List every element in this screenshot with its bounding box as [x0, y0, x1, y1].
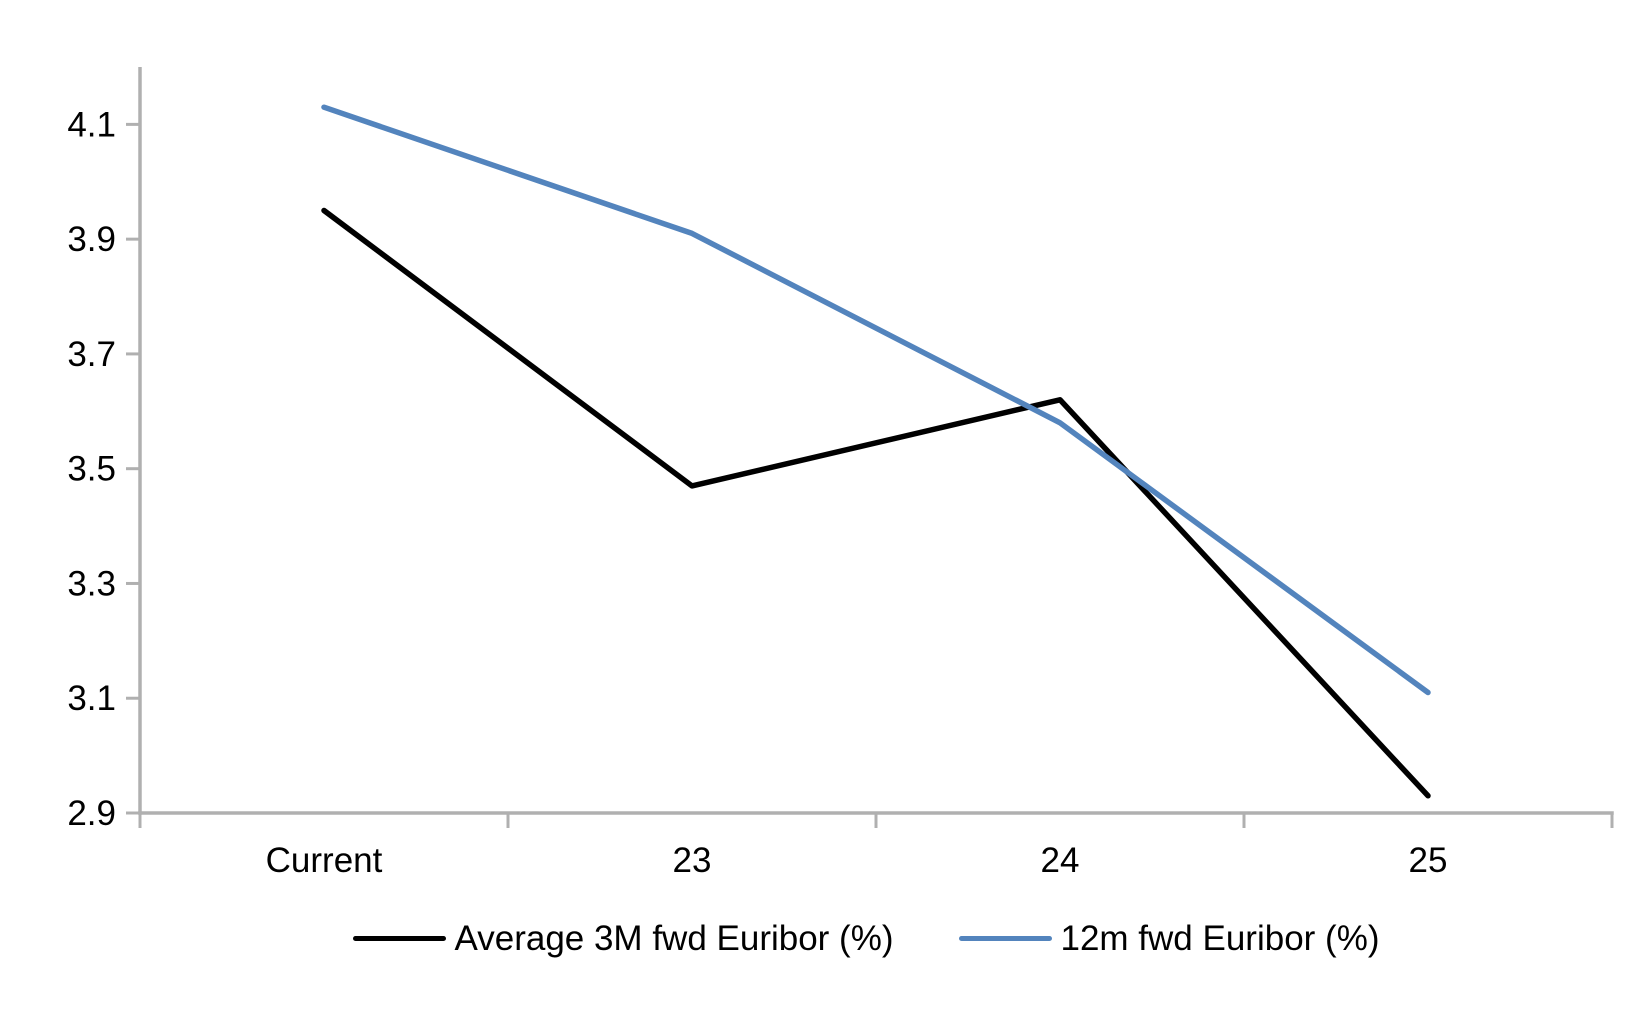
chart-legend: Average 3M fwd Euribor (%) 12m fwd Eurib… [40, 913, 1652, 963]
y-tick-label: 4.1 [67, 105, 116, 144]
y-tick-label: 3.9 [67, 220, 116, 259]
x-tick-label: 24 [1041, 841, 1080, 880]
legend-label-12m: 12m fwd Euribor (%) [1060, 918, 1380, 958]
series-line-0 [321, 207, 1431, 799]
y-tick-label: 3.5 [67, 450, 116, 489]
x-tick-label: Current [266, 841, 383, 880]
chart-canvas: 2.9 3.1 3.3 3.5 3.7 3.9 4.1 Current 23 24 25 [67, 67, 1614, 880]
y-tick-label: 3.3 [67, 564, 116, 603]
legend-item-avg-3m-fwd-euribor: Average 3M fwd Euribor (%) [352, 918, 894, 958]
x-tick-label: 23 [673, 841, 712, 880]
y-tick-label: 3.1 [67, 679, 116, 718]
legend-item-12m-fwd-euribor: 12m fwd Euribor (%) [958, 918, 1380, 958]
legend-label-avg-3m: Average 3M fwd Euribor (%) [454, 918, 894, 958]
legend-swatch-avg-3m-line [352, 935, 446, 941]
x-tick-label: 25 [1409, 841, 1448, 880]
legend-swatch-12m-line [958, 935, 1052, 941]
y-tick-label: 3.7 [67, 335, 116, 374]
euribor-forward-line-chart: 2.9 3.1 3.3 3.5 3.7 3.9 4.1 Current 23 24 25 Avera… [40, 16, 1652, 1006]
series-line-1 [321, 104, 1431, 696]
y-tick-label: 2.9 [67, 794, 116, 833]
